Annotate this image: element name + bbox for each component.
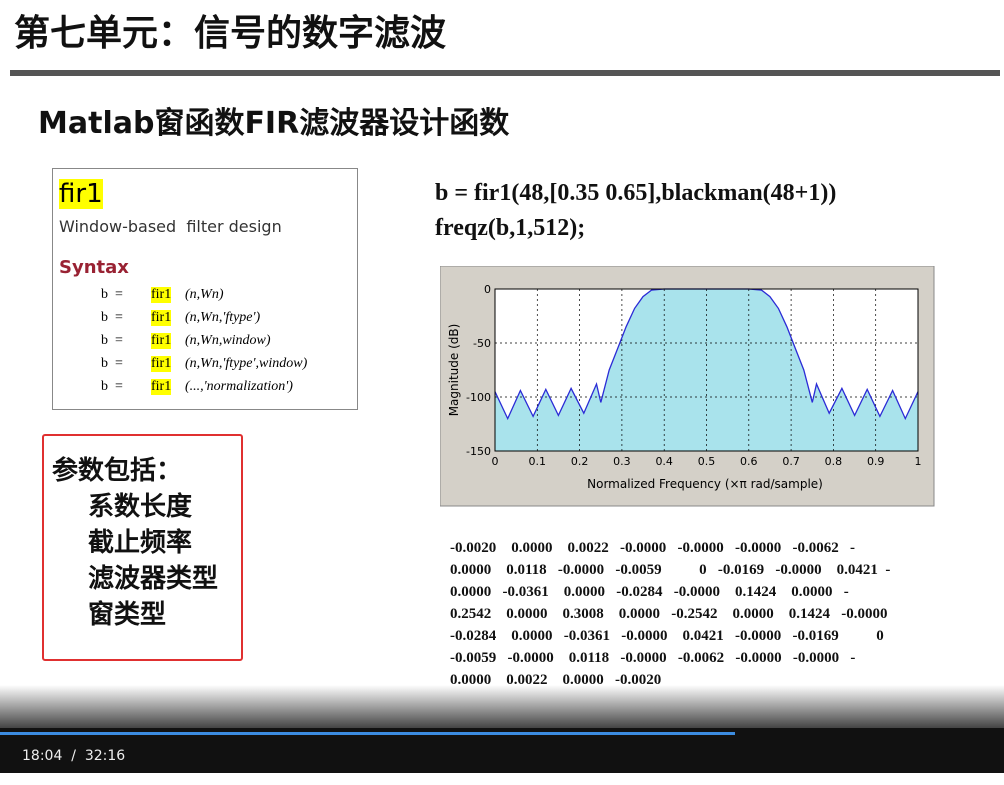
x-tick-label: 0 [492,455,499,468]
x-tick-label: 0.3 [613,455,631,468]
param-item: 窗类型 [88,600,167,630]
syntax-fn: fir1 [151,356,172,372]
x-tick-label: 0.5 [698,455,716,468]
time-display: 18:04 / 32:16 [22,748,126,764]
param-item: 截止频率 [88,528,193,558]
axes-box [494,288,919,452]
y-tick-label: -50 [473,337,491,350]
player-bar: 18:04 / 32:16 [0,728,1004,773]
coefficient-row: 0.0000 -0.0361 0.0000 -0.0284 -0.0000 0.… [450,584,849,600]
doc-description: Window-based filter design [59,217,282,236]
coefficient-row: 0.0000 0.0118 -0.0000 -0.0059 0 -0.0169 … [450,562,891,578]
syntax-fn: fir1 [151,333,172,349]
params-box: 参数包括： 系数长度截止频率滤波器类型窗类型 [42,434,243,661]
syntax-args: (n,Wn) [185,287,224,302]
syntax-fn: fir1 [151,310,172,326]
x-tick-label: 0.4 [655,455,673,468]
syntax-fn: fir1 [151,379,172,395]
coefficient-row: 0.0000 0.0022 0.0000 -0.0020 [450,672,662,688]
code-line: freqz(b,1,512); [435,215,586,241]
x-label: Normalized Frequency (×π rad/sample) [587,477,823,491]
syntax-heading: Syntax [59,257,129,278]
params-heading: 参数包括： [52,456,183,486]
slide-title: 第七单元：信号的数字滤波 [14,13,447,54]
video-shade [0,685,1004,728]
syntax-lhs: b = [101,356,123,371]
x-tick-label: 0.9 [867,455,885,468]
doc-name: fir1 [59,179,103,209]
code-line: b = fir1(48,[0.35 0.65],blackman(48+1)) [435,180,837,206]
x-tick-label: 0.2 [571,455,589,468]
y-tick-label: 0 [484,283,491,296]
y-tick-label: -100 [466,391,491,404]
syntax-args: (n,Wn,window) [185,333,271,348]
x-tick-label: 0.1 [529,455,547,468]
y-tick-label: -150 [466,445,491,458]
syntax-fn: fir1 [151,287,172,303]
syntax-args: (n,Wn,'ftype',window) [185,356,308,371]
syntax-lhs: b = [101,310,123,325]
progress [0,732,735,735]
param-item: 滤波器类型 [88,564,219,594]
coefficient-row: -0.0284 0.0000 -0.0361 -0.0000 0.0421 -0… [450,628,884,644]
syntax-lhs: b = [101,333,123,348]
chart: Normalized Frequency (×π rad/sample) Mag… [440,266,935,507]
syntax-lhs: b = [101,287,123,302]
x-tick-label: 0.7 [782,455,800,468]
x-tick-label: 1 [915,455,922,468]
coefficient-row: -0.0020 0.0000 0.0022 -0.0000 -0.0000 -0… [450,540,855,556]
param-item: 系数长度 [88,492,193,522]
x-tick-label: 0.6 [740,455,758,468]
slide-subtitle: Matlab窗函数FIR滤波器设计函数 [38,106,510,141]
y-label: Magnitude (dB) [447,324,461,417]
syntax-args: (...,'normalization') [185,379,293,394]
coefficient-row: 0.2542 0.0000 0.3008 0.0000 -0.2542 0.00… [450,606,888,622]
syntax-lhs: b = [101,379,123,394]
coefficient-row: -0.0059 -0.0000 0.0118 -0.0000 -0.0062 -… [450,650,856,666]
syntax-args: (n,Wn,'ftype') [185,310,261,325]
title-rule [10,70,1000,76]
x-tick-label: 0.8 [825,455,843,468]
doc-box: fir1 Window-based filter design Syntax b… [52,168,358,410]
